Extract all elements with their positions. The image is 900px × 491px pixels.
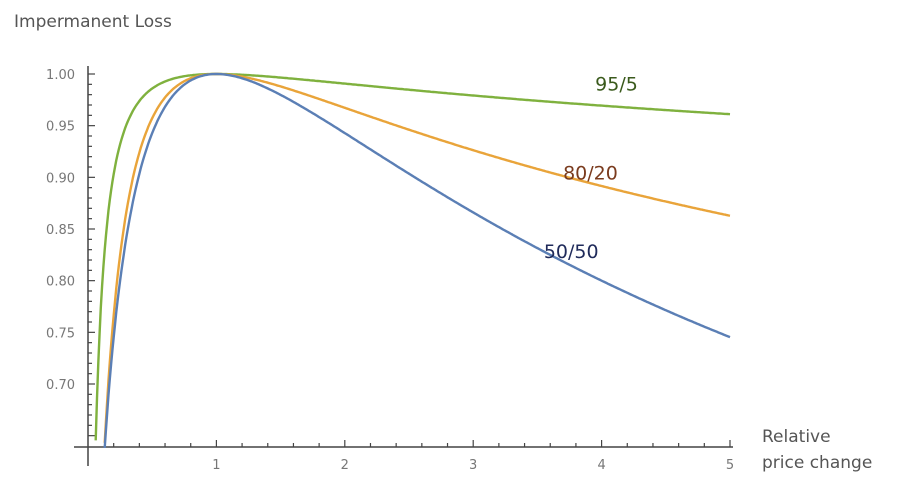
- x-tick-label: 1: [212, 458, 220, 473]
- series-label-80-20: 80/20: [563, 162, 618, 184]
- y-tick-label: 0.70: [46, 378, 75, 393]
- y-tick-label: 0.80: [46, 275, 75, 290]
- x-axis-label-line1: Relative: [762, 427, 831, 447]
- x-tick-label: 2: [341, 458, 349, 473]
- series-labels: 95/5 80/20 50/50: [544, 74, 638, 263]
- x-axis-label: Relative price change: [762, 424, 872, 476]
- axes: 0.70 0.75 0.80 0.85 0.90 0.95 1.00 1 2 3 4 5: [46, 66, 734, 473]
- y-tick-label: 0.95: [46, 120, 75, 135]
- series-line-95-5: [94, 72, 731, 441]
- series-line-80-20: [103, 72, 731, 443]
- x-tick-label: 5: [726, 458, 734, 473]
- y-tick-label: 1.00: [46, 68, 75, 83]
- y-tick-label: 0.85: [46, 223, 75, 238]
- x-tick-label: 3: [469, 458, 477, 473]
- series-label-95-5: 95/5: [595, 74, 638, 96]
- x-tick-label: 4: [597, 458, 605, 473]
- y-tick-label: 0.75: [46, 326, 75, 341]
- series-lines: [94, 72, 731, 448]
- chart-title: Impermanent Loss: [14, 12, 172, 32]
- x-axis-label-line2: price change: [762, 453, 873, 473]
- y-tick-label: 0.90: [46, 171, 75, 186]
- series-line-50-50: [103, 72, 731, 448]
- series-label-50-50: 50/50: [544, 241, 599, 263]
